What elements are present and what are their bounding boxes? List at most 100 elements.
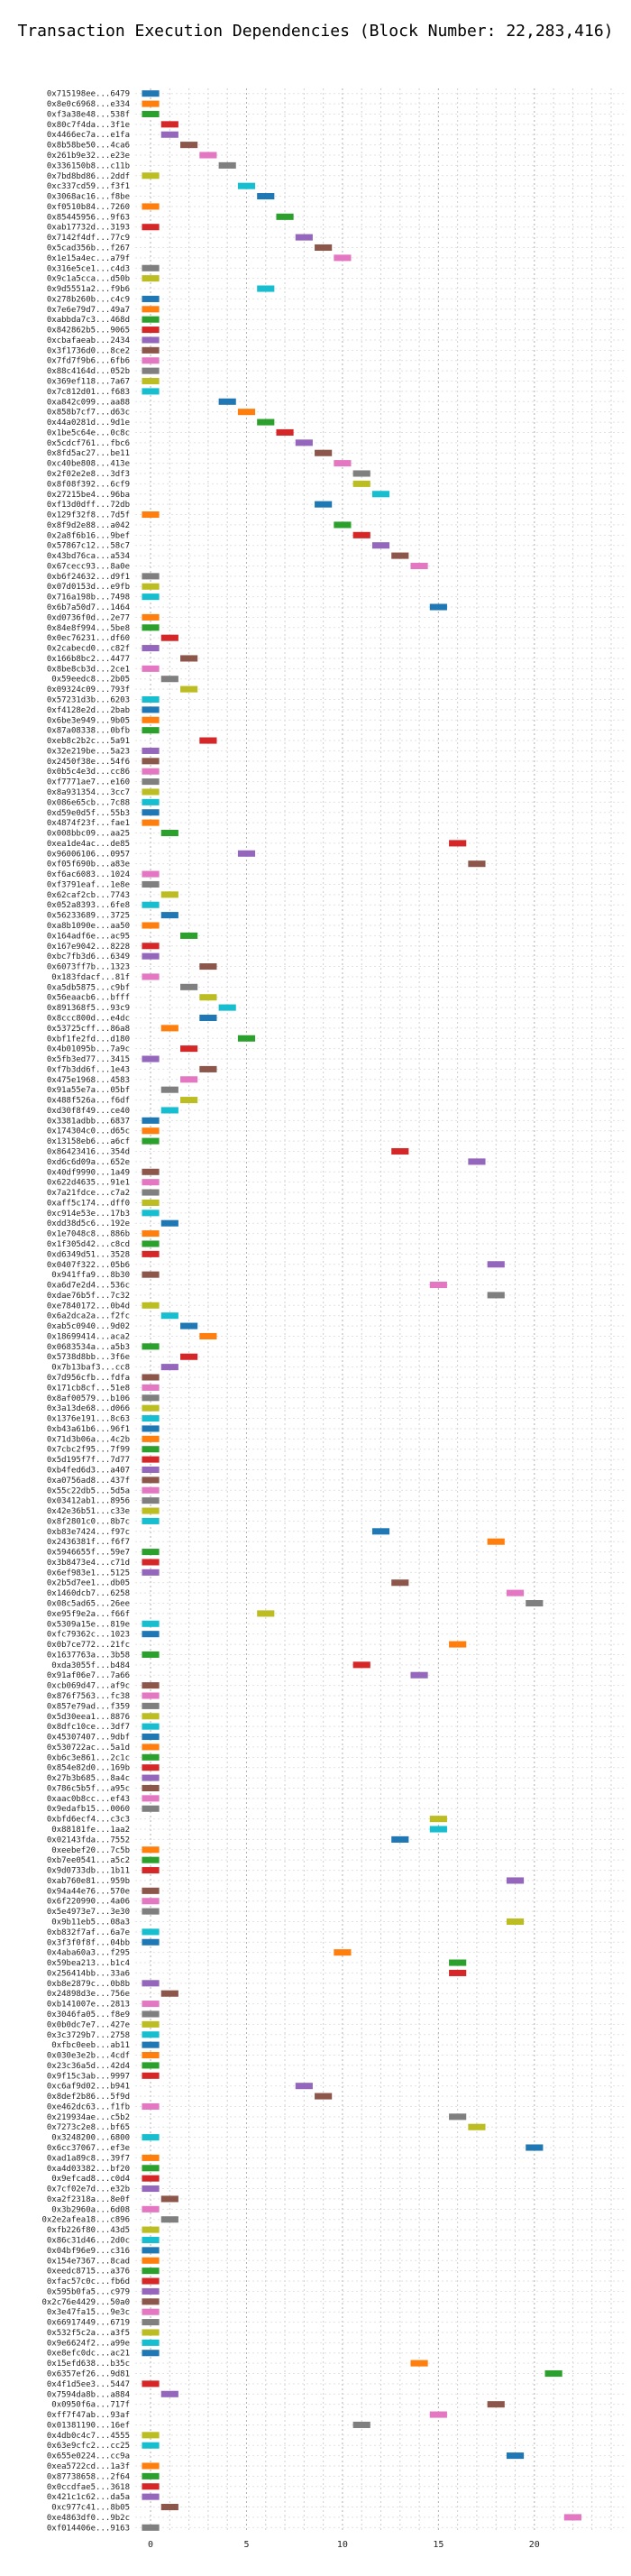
dependency-bar [199,994,217,1001]
dependency-bar [449,1959,467,1966]
tx-hash-label: 0x154e7367...8cad [47,2257,130,2266]
tx-hash-label: 0xb7ee0541...a5c2 [47,1856,130,1865]
tx-hash-label: 0xa5db5875...c9bf [47,983,130,992]
dependency-bar [180,1045,198,1053]
dependency-bar [142,1764,160,1771]
dependency-bar [142,2134,160,2141]
tx-hash-label: 0x13158eb6...a6cf [47,1137,130,1146]
dependency-bar [142,2350,160,2357]
tx-hash-label: 0x5e4973e7...3e30 [47,1908,130,1917]
tx-hash-label: 0xe4863df0...9b2c [47,2514,130,2523]
tx-hash-label: 0x7a21fdce...c7a2 [47,1189,130,1198]
tx-hash-label: 0x129f32f8...7d5f [47,511,130,520]
dependency-bar [142,1415,160,1422]
dependency-bar [142,2298,160,2305]
dependency-bar [142,1517,160,1524]
tx-hash-label: 0x45307407...9dbf [47,1734,130,1743]
tx-hash-label: 0x56eaacb6...bfff [47,994,130,1003]
dependency-bar [142,2277,160,2285]
tx-hash-label: 0x0ccdfae5...3618 [47,2483,130,2492]
dependency-bar [199,1014,217,1022]
tx-hash-label: 0x854e82d0...169b [47,1764,130,1773]
dependency-bar [142,768,160,775]
tx-hash-label: 0x6357ef26...9d81 [47,2370,130,2379]
tx-hash-label: 0xd59e0d5f...55b3 [47,809,130,818]
dependency-bar [142,172,160,179]
dependency-bar [142,327,160,334]
tx-hash-label: 0xc977c41...8b05 [51,2504,130,2513]
dependency-bar [334,521,352,529]
grid [135,88,626,2533]
dependency-bar [257,419,275,426]
tx-hash-label: 0xf4128e2d...2bab [47,706,130,715]
tx-hash-label: 0xea1de4ac...de85 [47,840,130,849]
tx-hash-label: 0x0683534a...a5b3 [47,1343,130,1352]
tx-hash-label: 0xf3a38e48...538f [47,110,130,119]
dependency-bar [142,2524,160,2531]
tx-hash-label: 0xaac0b8cc...ef43 [47,1795,130,1804]
dependency-bar [199,1332,217,1339]
dependency-bar [142,922,160,929]
tx-hash-label: 0xf05f690b...a83e [47,860,130,869]
dependency-bar [142,1774,160,1781]
tx-hash-label: 0x9edafb15...0060 [47,1805,130,1814]
dependency-bar [449,1969,467,1976]
dependency-bar [506,1918,525,1926]
tx-hash-label: 0x8af00579...b106 [47,1394,130,1403]
dependency-bar [142,1446,160,1453]
dependency-bar [142,2062,160,2069]
dependency-bar [142,2010,160,2018]
tx-hash-label: 0x9d5551a2...f9b6 [47,285,130,294]
tx-hash-label: 0x5946655f...59e7 [47,1549,130,1558]
dependency-bar [142,758,160,765]
dependency-bar [142,1928,160,1936]
tx-hash-label: 0x167e9042...8228 [47,943,130,952]
dependency-bar [142,645,160,652]
tx-hash-label: 0x18699414...aca2 [47,1332,130,1341]
tx-hash-label: 0x4aba60a3...f295 [47,1949,130,1958]
dependency-bar [180,1353,198,1360]
tx-hash-label: 0x15efd638...b35c [47,2360,130,2369]
dependency-bar [468,1158,486,1165]
dependency-bar [391,552,409,559]
tx-hash-label: 0xda3055f...b484 [51,1661,130,1670]
dependency-bar [526,1599,544,1607]
dependency-bar [160,1312,178,1320]
tx-hash-label: 0xb8e2879c...0b8b [47,1980,130,1989]
dependency-bar [506,2452,525,2460]
dependency-bar [315,2093,333,2100]
tx-hash-label: 0x66917449...6719 [47,2319,130,2328]
dependency-bar [391,1579,409,1587]
dependency-bar [142,1795,160,1802]
dependency-bar [218,161,236,169]
dependency-bar [142,1230,160,1237]
dependency-bar [142,716,160,723]
tx-hash-label: 0x8b58be50...4ca6 [47,142,130,151]
dependency-bar [142,1569,160,1576]
tx-hash-label: 0x857e79ad...f359 [47,1702,130,1711]
x-tick-label: 20 [529,2540,540,2550]
tx-hash-label: 0x5fb3ed77...3415 [47,1055,130,1064]
dependency-bar [142,275,160,282]
tx-hash-label: 0xc337cd59...f3f1 [47,182,130,191]
tx-hash-label: 0x8ccc800d...e4dc [47,1014,130,1023]
tx-hash-label: 0xf13d0dff...72db [47,501,130,510]
dependency-bar [180,1076,198,1083]
tx-hash-label: 0x8f08f392...6cf9 [47,480,130,489]
tx-hash-label: 0xc914e53e...17b3 [47,1210,130,1219]
tx-hash-label: 0x7e6e79d7...49a7 [47,306,130,315]
tx-hash-label: 0x3068ac16...f8be [47,193,130,202]
dependency-bar [410,562,428,570]
dependency-bar [142,1497,160,1504]
tx-hash-label: 0xdd38d5c6...192e [47,1219,130,1228]
tx-hash-label: 0x716a198b...7498 [47,593,130,603]
tx-hash-label: 0x0ec76231...df60 [47,634,130,643]
tx-hash-label: 0x1460dcb7...6258 [47,1589,130,1598]
tx-hash-label: 0xdae76b5f...7c32 [47,1292,130,1301]
tx-hash-label: 0xad1a89c8...39f7 [47,2154,130,2163]
dependency-bar [142,1559,160,1566]
dependency-bar [142,1898,160,1905]
tx-hash-label: 0x2450f38e...54f6 [47,758,130,767]
dependency-bar [142,1384,160,1391]
tx-hash-label: 0xe7840172...0b4d [47,1302,130,1311]
